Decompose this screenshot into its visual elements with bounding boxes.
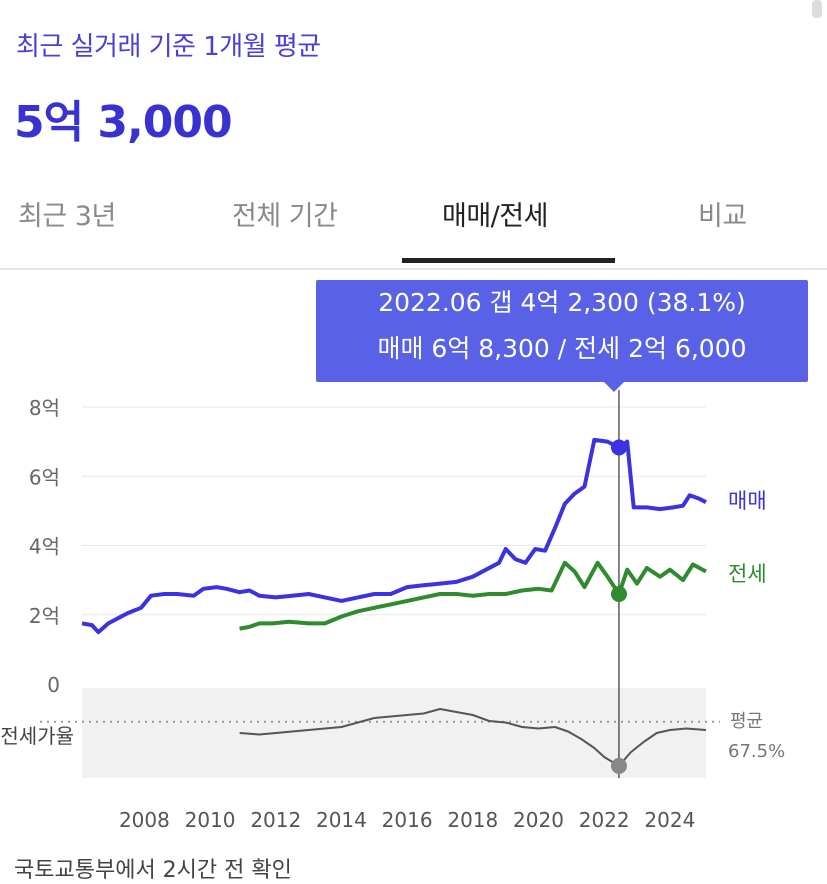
- x-tick-label: 2014: [316, 808, 367, 832]
- scrollbar-thumb[interactable]: [812, 0, 822, 18]
- chart-tooltip: 2022.06 갭 4억 2,300 (38.1%) 매매 6억 8,300 /…: [316, 280, 808, 382]
- average-price: 5억 3,000: [14, 97, 233, 148]
- y-tick-label: 8억: [29, 396, 60, 420]
- tooltip-arrow: [603, 381, 625, 392]
- y-tick-label: 6억: [29, 465, 60, 489]
- ratio-average-value: 67.5%: [728, 741, 785, 762]
- page-subtitle: 최근 실거래 기준 1개월 평균: [16, 32, 321, 62]
- x-tick-label: 2020: [513, 808, 564, 832]
- jeonse-series-label: 전세: [728, 562, 767, 586]
- tab-bar: 최근 3년 전체 기간 매매/전세 비교: [0, 178, 827, 270]
- tooltip-line-prices: 매매 6억 8,300 / 전세 2억 6,000: [377, 334, 747, 363]
- ratio-panel-background: [82, 688, 706, 778]
- sale-marker: [610, 439, 627, 456]
- jeonse-marker: [610, 585, 627, 602]
- ratio-marker: [610, 757, 627, 774]
- ratio-series-label: 전세가율: [0, 724, 74, 748]
- tab-recent-3-years[interactable]: 최근 3년: [18, 201, 116, 232]
- x-tick-label: 2016: [382, 808, 433, 832]
- y-tick-label: 4억: [29, 535, 60, 559]
- y-tick-label: 0: [47, 673, 60, 697]
- active-tab-indicator: [402, 258, 615, 263]
- ratio-average-label: 평균: [730, 711, 763, 732]
- price-chart[interactable]: 8억 6억 4억 2억 0 2008 2010 2012 2014 2016 2018 2020 202…: [0, 390, 827, 840]
- x-tick-label: 2012: [250, 808, 301, 832]
- footer-note: 국토교통부에서 2시간 전 확인: [14, 858, 292, 883]
- tab-all-period[interactable]: 전체 기간: [232, 201, 338, 232]
- x-tick-label: 2024: [644, 808, 695, 832]
- tab-compare[interactable]: 비교: [698, 201, 747, 232]
- ratio-line: [239, 708, 707, 767]
- jeonse-line: [239, 560, 707, 631]
- y-tick-label: 2억: [29, 604, 60, 628]
- x-tick-label: 2010: [185, 808, 236, 832]
- x-tick-label: 2022: [579, 808, 630, 832]
- sale-series-label: 매매: [728, 489, 767, 513]
- x-tick-label: 2018: [447, 808, 498, 832]
- tooltip-line-gap: 2022.06 갭 4억 2,300 (38.1%): [378, 288, 746, 317]
- x-tick-label: 2008: [119, 808, 170, 832]
- tab-sale-jeonse[interactable]: 매매/전세: [442, 201, 548, 232]
